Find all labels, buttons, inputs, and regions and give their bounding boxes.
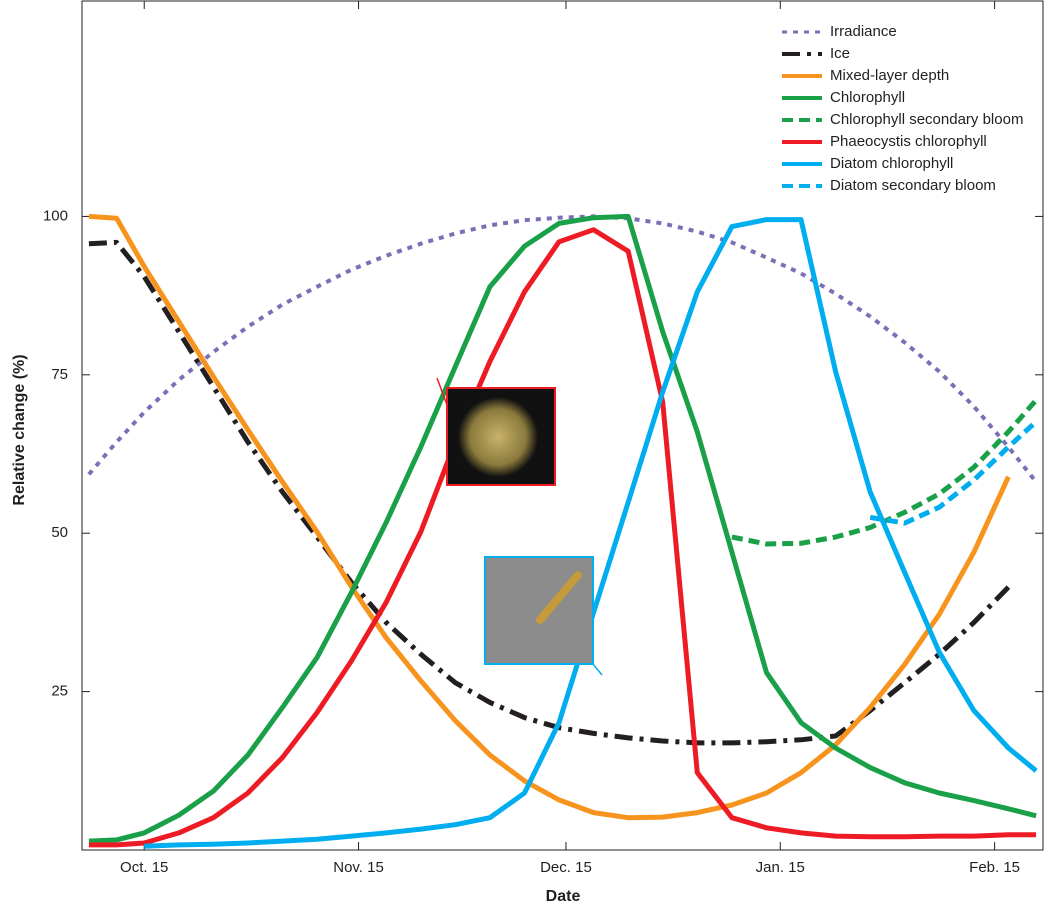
series-line: [870, 422, 1036, 523]
y-tick-label: 25: [51, 683, 68, 700]
legend-label: Diatom secondary bloom: [830, 177, 996, 194]
y-axis-title: Relative change (%): [11, 354, 28, 505]
plot-area: [82, 1, 1043, 850]
series-line: [89, 216, 1036, 841]
x-tick-label: Dec. 15: [540, 859, 592, 876]
x-tick-label: Jan. 15: [756, 859, 805, 876]
plot-frame: [82, 1, 1043, 850]
legend-label: Ice: [830, 45, 850, 62]
y-tick-label: 100: [43, 207, 68, 224]
series-line: [89, 216, 1036, 482]
legend-label: Irradiance: [830, 23, 897, 40]
inset-connector: [593, 664, 602, 675]
y-tick-label: 50: [51, 524, 68, 541]
insets: [437, 378, 602, 675]
legend-label: Phaeocystis chlorophyll: [830, 133, 987, 150]
legend-label: Chlorophyll secondary bloom: [830, 111, 1023, 128]
x-tick-label: Oct. 15: [120, 859, 168, 876]
legend-label: Chlorophyll: [830, 89, 905, 106]
y-tick-label: 75: [51, 366, 68, 383]
x-tick-label: Feb. 15: [969, 859, 1020, 876]
chart: Date Relative change (%) 25 50 75 100 Oct. 1…: [0, 0, 1044, 917]
x-tick-label: Nov. 15: [333, 859, 384, 876]
legend-label: Diatom chlorophyll: [830, 155, 953, 172]
series-line: [144, 220, 1036, 847]
phaeocystis-cell: [458, 397, 538, 477]
x-axis-title: Date: [546, 888, 581, 905]
series-line: [89, 230, 1036, 845]
legend-label: Mixed-layer depth: [830, 67, 949, 84]
